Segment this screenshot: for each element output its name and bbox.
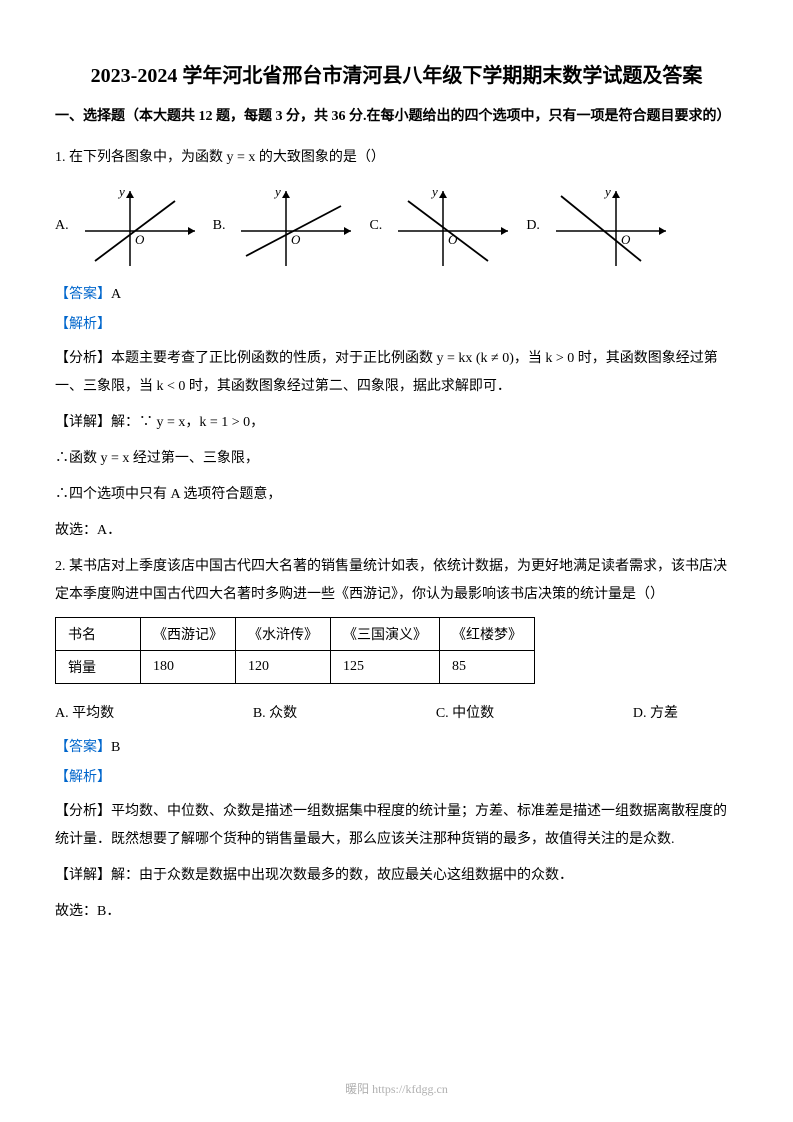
svg-text:O: O: [135, 232, 145, 247]
svg-text:y: y: [603, 184, 611, 199]
table-header-row: 书名 《西游记》 《水浒传》 《三国演义》 《红楼梦》: [56, 618, 535, 651]
q2-detail: 【详解】解：由于众数是数据中出现次数最多的数，故应最关心这组数据中的众数．: [55, 862, 738, 890]
q1-analysis-detail: 【分析】本题主要考查了正比例函数的性质，对于正比例函数 y = kx (k ≠ …: [55, 345, 738, 401]
svg-text:y: y: [430, 184, 438, 199]
graph-d-icon: y O: [546, 181, 676, 271]
q2-text: 2. 某书店对上季度该店中国古代四大名著的销售量统计如表，依统计数据，为更好地满…: [55, 553, 738, 609]
q1-text: 1. 在下列各图象中，为函数 y = x 的大致图象的是（）: [55, 145, 738, 172]
q1-answer-value: A: [111, 287, 121, 302]
q2-option-d: D. 方差: [633, 702, 678, 722]
q1-detail-label: 【详解】解：∵ y = x，k = 1 > 0，: [55, 409, 738, 437]
table-data-cell: 180: [141, 651, 236, 684]
svg-text:y: y: [273, 184, 281, 199]
q2-conclusion: 故选：B．: [55, 898, 738, 926]
q2-analysis-detail: 【分析】平均数、中位数、众数是描述一组数据集中程度的统计量；方差、标准差是描述一…: [55, 798, 738, 854]
svg-text:O: O: [291, 232, 301, 247]
table-data-cell: 85: [440, 651, 535, 684]
table-header-cell: 《三国演义》: [331, 618, 440, 651]
table-row-label: 销量: [56, 651, 141, 684]
q2-option-c: C. 中位数: [436, 702, 494, 722]
table-data-cell: 125: [331, 651, 440, 684]
section-heading: 一、选择题（本大题共 12 题，每题 3 分，共 36 分.在每小题给出的四个选…: [55, 104, 738, 131]
q1-options-row: A. y O B. y O C. y O: [55, 181, 738, 271]
q2-answer-value: B: [111, 740, 120, 755]
q2-options-row: A. 平均数 B. 众数 C. 中位数 D. 方差: [55, 702, 738, 722]
q1-option-c: C. y O: [369, 181, 518, 271]
q1-answer-label: 【答案】: [55, 287, 111, 302]
table-header-cell: 《红楼梦》: [440, 618, 535, 651]
option-c-label: C.: [369, 218, 382, 234]
option-a-label: A.: [55, 218, 69, 234]
q2-analysis-label: 【解析】: [55, 766, 738, 786]
table-header-cell: 《水浒传》: [236, 618, 331, 651]
graph-a-icon: y O: [75, 181, 205, 271]
q1-detail-line2: ∴函数 y = x 经过第一、三象限，: [55, 445, 738, 473]
table-data-cell: 120: [236, 651, 331, 684]
page-title: 2023-2024 学年河北省邢台市清河县八年级下学期期末数学试题及答案: [55, 60, 738, 92]
q1-analysis-label: 【解析】: [55, 313, 738, 333]
svg-text:y: y: [117, 184, 125, 199]
q1-option-b: B. y O: [213, 181, 362, 271]
q1-detail-line3: ∴四个选项中只有 A 选项符合题意，: [55, 481, 738, 509]
table-header-cell: 《西游记》: [141, 618, 236, 651]
q1-option-d: D. y O: [526, 181, 676, 271]
q1-conclusion: 故选：A．: [55, 517, 738, 545]
q2-option-b: B. 众数: [253, 702, 297, 722]
footer-text: 暖阳 https://kfdgg.cn: [0, 1080, 793, 1097]
option-b-label: B.: [213, 218, 226, 234]
q2-data-table: 书名 《西游记》 《水浒传》 《三国演义》 《红楼梦》 销量 180 120 1…: [55, 617, 535, 684]
q2-option-a: A. 平均数: [55, 702, 114, 722]
table-data-row: 销量 180 120 125 85: [56, 651, 535, 684]
svg-text:O: O: [621, 232, 631, 247]
table-header-cell: 书名: [56, 618, 141, 651]
q2-answer-label: 【答案】: [55, 740, 111, 755]
q1-option-a: A. y O: [55, 181, 205, 271]
graph-b-icon: y O: [231, 181, 361, 271]
graph-c-icon: y O: [388, 181, 518, 271]
option-d-label: D.: [526, 218, 540, 234]
